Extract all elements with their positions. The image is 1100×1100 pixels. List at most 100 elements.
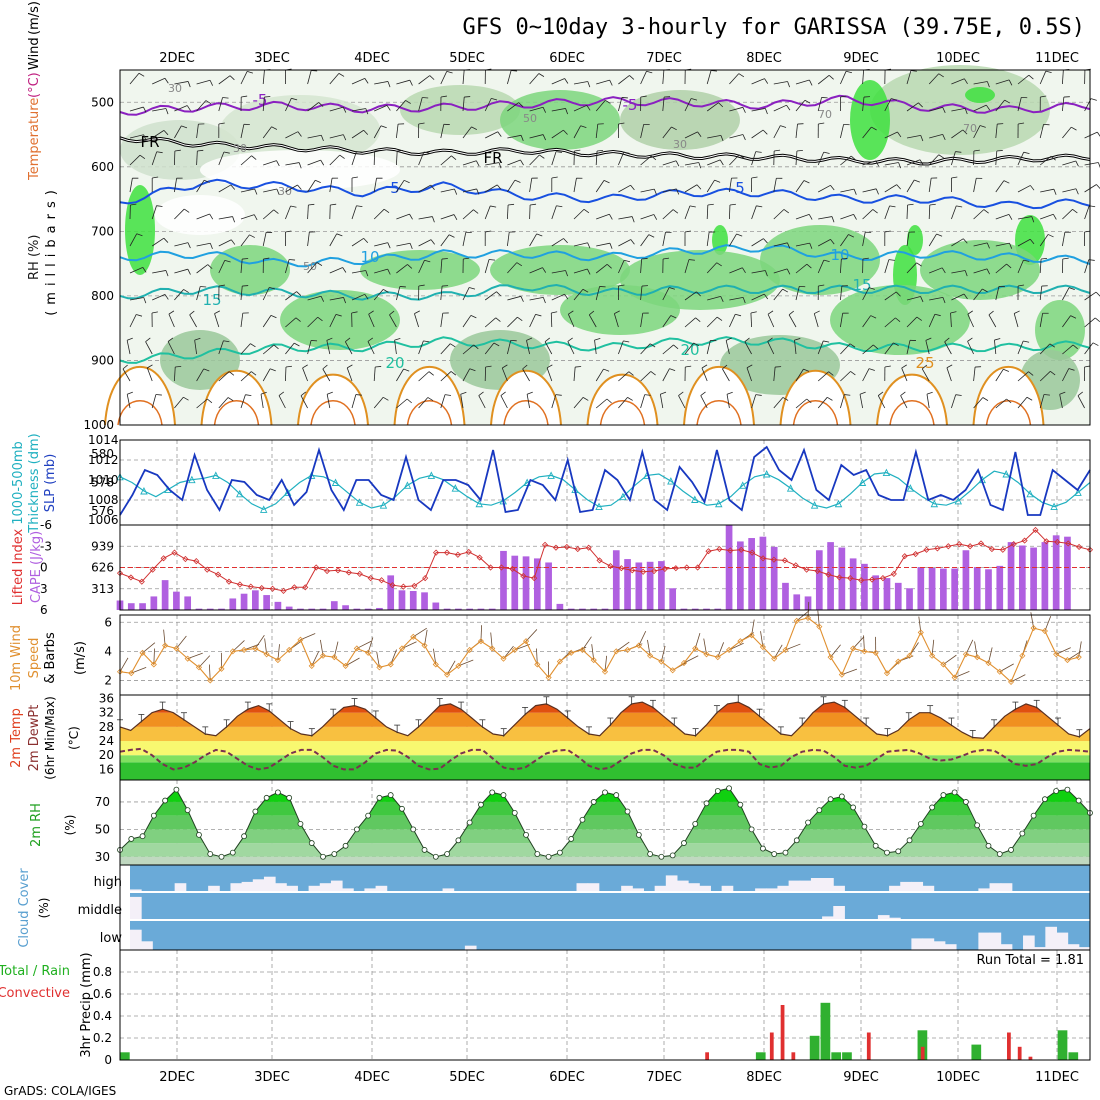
- wind-barb: [240, 214, 255, 220]
- wind10m-barb: [525, 629, 538, 642]
- wind-barb: [418, 340, 424, 355]
- wind10m-barb: [300, 633, 316, 641]
- li-point: [901, 553, 908, 560]
- dewpt2m-label: 2m DewPt: [27, 705, 42, 772]
- wind-barb-flag: [849, 343, 856, 348]
- wind-barb: [262, 287, 270, 301]
- wind-barb-flag: [122, 364, 128, 370]
- cape-bar: [127, 603, 135, 610]
- rh-point: [1041, 796, 1048, 803]
- rh-point: [602, 789, 608, 796]
- wind-barb-flag: [1059, 391, 1066, 395]
- wind-barb: [706, 232, 710, 247]
- wind-barb-flag: [671, 126, 677, 131]
- wind-barb-flag: [342, 267, 347, 273]
- wind10m-barb: [661, 645, 666, 662]
- wind-barb: [729, 233, 737, 247]
- wind-barb: [795, 263, 808, 274]
- rh-point: [275, 789, 281, 796]
- wind-barb-flag: [422, 97, 429, 99]
- wind-barb-flag: [351, 176, 358, 179]
- wind-barb: [285, 291, 297, 301]
- rh-point: [895, 848, 902, 855]
- isotherm-label: FR: [140, 133, 159, 151]
- cape-bar: [184, 596, 192, 610]
- wind10m-point: [737, 638, 744, 645]
- cloud-middle-label: middle: [78, 903, 122, 918]
- wind-barb-flag: [254, 188, 258, 195]
- wind10m-point: [827, 654, 834, 661]
- rh-point: [726, 785, 732, 792]
- wind-barb-flag: [764, 108, 768, 115]
- wind-barb: [788, 314, 797, 328]
- li-tick: -3: [40, 539, 52, 553]
- wind-barb: [659, 394, 664, 409]
- wind-barb-flag: [580, 125, 587, 128]
- cloud-high-cell: [777, 885, 790, 891]
- li-point: [967, 543, 974, 550]
- rh-area: [125, 185, 155, 275]
- wind-barb-flag: [289, 259, 296, 261]
- wind10m-point: [624, 646, 631, 653]
- wind-barb-flag: [884, 230, 891, 233]
- wind-barb-flag: [387, 268, 391, 275]
- wind-barb-flag: [535, 313, 542, 317]
- wind-barb-flag: [646, 70, 653, 74]
- isotherm--5: [119, 94, 1091, 116]
- wind-barb: [884, 342, 894, 355]
- wind-barb: [817, 371, 829, 382]
- wind-barb: [174, 396, 184, 409]
- wind-barb-flag: [809, 243, 813, 249]
- wind-barb: [262, 368, 271, 382]
- wind-barb: [678, 395, 686, 409]
- cloud-high-cell: [241, 881, 254, 891]
- wind-barb-flag: [787, 81, 791, 88]
- wind-barb-flag: [197, 149, 204, 152]
- wind10m-barb: [243, 643, 260, 651]
- wind10m-point: [1041, 627, 1048, 635]
- isotherm-label: -5: [253, 91, 268, 109]
- wind-barb: [240, 124, 245, 139]
- li-point: [803, 566, 810, 573]
- wind-barb-flag: [218, 284, 225, 287]
- wind-barb: [544, 341, 553, 355]
- li-point: [171, 549, 178, 556]
- wind-barb-flag: [900, 391, 906, 396]
- cape-bar: [861, 563, 868, 610]
- wind-barb-flag: [520, 135, 524, 142]
- cloud-high-cell: [989, 883, 1002, 891]
- wind-barb: [944, 341, 952, 355]
- wind-barb-flag: [290, 205, 297, 208]
- wind-barb-flag: [175, 365, 182, 368]
- wind-barb-flag: [375, 366, 382, 368]
- precip-total-bar: [820, 1002, 831, 1060]
- rh-point: [556, 849, 563, 856]
- li-point: [302, 584, 309, 591]
- wind10m-point: [410, 633, 417, 640]
- li-point: [661, 565, 669, 572]
- li-point: [563, 543, 570, 551]
- wind-barb: [618, 397, 628, 409]
- wind-barb: [884, 184, 897, 193]
- wind-barb-flag: [689, 205, 696, 208]
- wind-barb-flag: [143, 134, 147, 141]
- wind10m-point: [714, 654, 721, 661]
- wind10m-barb: [345, 657, 360, 667]
- wind-barb-flag: [606, 398, 612, 404]
- wind-barb-flag: [1023, 340, 1030, 343]
- wind-barb: [1084, 131, 1098, 139]
- wind-barb-flag: [406, 398, 412, 404]
- wind-barb-flag: [526, 337, 533, 341]
- precip-total-bar: [971, 1044, 982, 1060]
- wind-barb: [751, 108, 766, 112]
- wind-barb-flag: [916, 262, 922, 267]
- wind-barb: [174, 208, 185, 220]
- legend-wind: Wind: [27, 37, 42, 70]
- wind-barb-flag: [184, 208, 190, 213]
- wind-barb-flag: [746, 364, 753, 369]
- wind-barb-flag: [1018, 122, 1025, 125]
- rh-point: [511, 810, 518, 816]
- isotherm-5: [119, 178, 1091, 210]
- slp-tick: 1012: [88, 453, 119, 467]
- rh-point: [162, 797, 169, 804]
